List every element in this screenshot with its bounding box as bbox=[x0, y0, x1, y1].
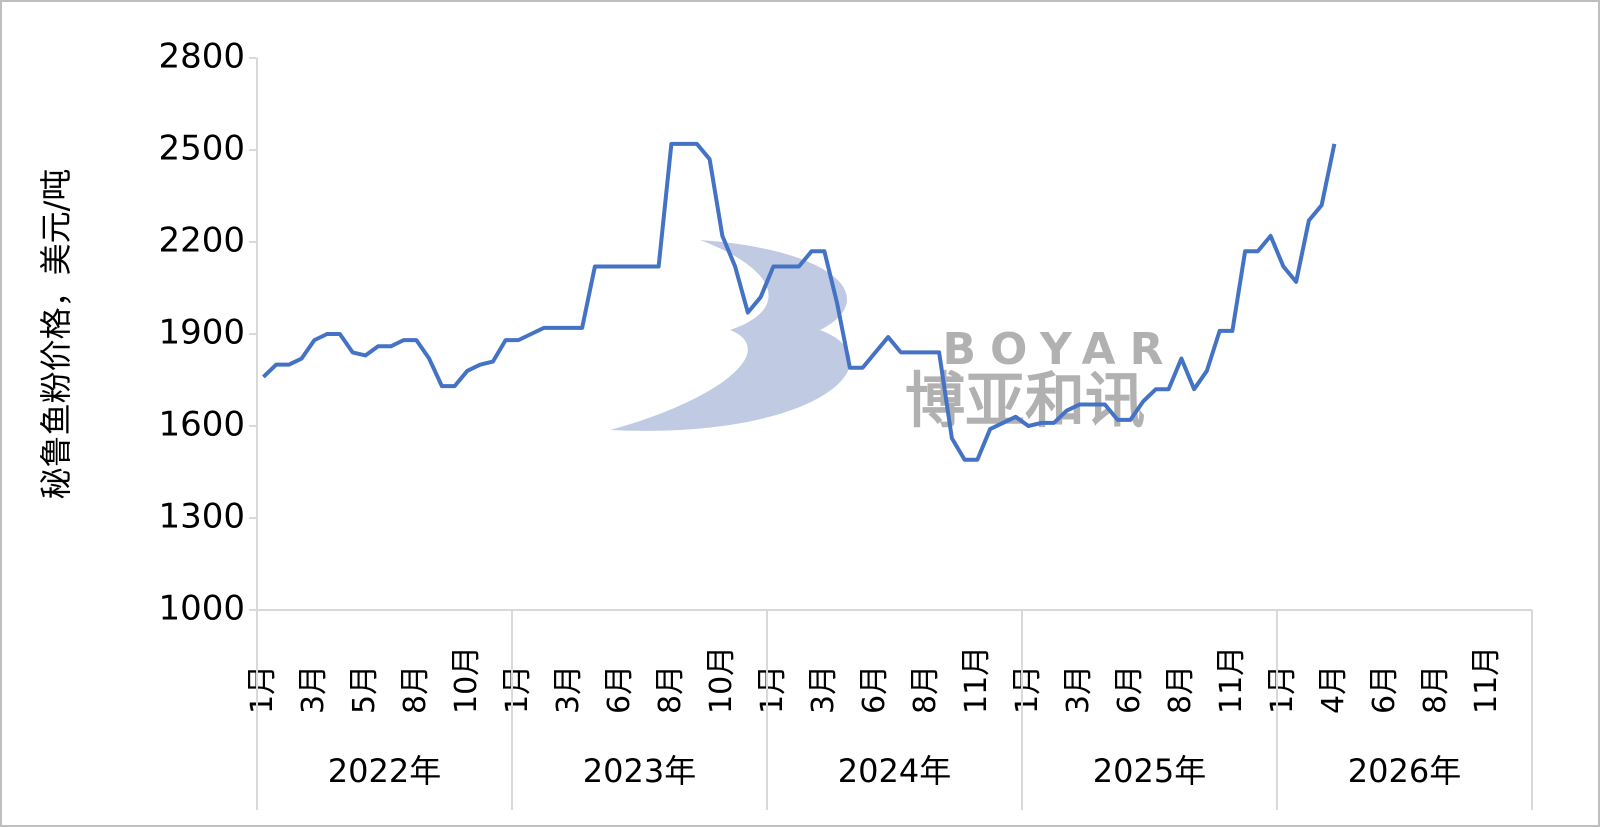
x-tick-label: 3月 bbox=[806, 665, 841, 714]
y-tick-label: 2800 bbox=[158, 37, 245, 77]
x-tick-label: 11月 bbox=[1214, 646, 1249, 714]
y-tick-label: 1300 bbox=[158, 497, 245, 537]
series-line bbox=[261, 141, 1337, 462]
y-axis-label: 秘鲁鱼粉价格，美元/吨 bbox=[37, 169, 75, 500]
x-tick-label: 6月 bbox=[602, 665, 637, 714]
x-tick-label: 5月 bbox=[347, 665, 382, 714]
watermark-logo bbox=[610, 240, 851, 431]
y-tick-label: 2500 bbox=[158, 129, 245, 169]
x-tick-label: 1月 bbox=[1010, 665, 1045, 714]
x-tick-label: 6月 bbox=[1112, 665, 1147, 714]
y-tick-label: 1900 bbox=[158, 313, 245, 353]
x-tick-label: 8月 bbox=[653, 665, 688, 714]
x-tick-label: 11月 bbox=[1469, 646, 1504, 714]
y-tick-label: 1000 bbox=[158, 589, 245, 629]
x-tick-label: 11月 bbox=[959, 646, 994, 714]
group-label: 2023年 bbox=[583, 752, 696, 790]
x-tick-label: 6月 bbox=[857, 665, 892, 714]
x-tick-label: 8月 bbox=[908, 665, 943, 714]
x-tick-label: 1月 bbox=[500, 665, 535, 714]
group-label: 2024年 bbox=[838, 752, 951, 790]
group-label: 2025年 bbox=[1093, 752, 1206, 790]
x-tick-label: 3月 bbox=[1061, 665, 1096, 714]
group-label: 2022年 bbox=[328, 752, 441, 790]
x-tick-label: 6月 bbox=[1367, 665, 1402, 714]
x-tick-label: 1月 bbox=[1265, 665, 1300, 714]
y-tick-label: 2200 bbox=[158, 221, 245, 261]
x-tick-label: 10月 bbox=[449, 646, 484, 714]
x-tick-label: 8月 bbox=[398, 665, 433, 714]
x-tick-label: 8月 bbox=[1163, 665, 1198, 714]
x-tick-label: 1月 bbox=[755, 665, 790, 714]
x-tick-label: 10月 bbox=[704, 646, 739, 714]
x-tick-label: 3月 bbox=[296, 665, 331, 714]
group-label: 2026年 bbox=[1348, 752, 1461, 790]
x-tick-label: 3月 bbox=[551, 665, 586, 714]
y-tick-label: 1600 bbox=[158, 405, 245, 445]
watermark-en: BOYAR bbox=[943, 324, 1178, 375]
x-tick-label: 4月 bbox=[1316, 665, 1351, 714]
x-tick-label: 8月 bbox=[1418, 665, 1453, 714]
x-tick-label: 1月 bbox=[245, 665, 280, 714]
